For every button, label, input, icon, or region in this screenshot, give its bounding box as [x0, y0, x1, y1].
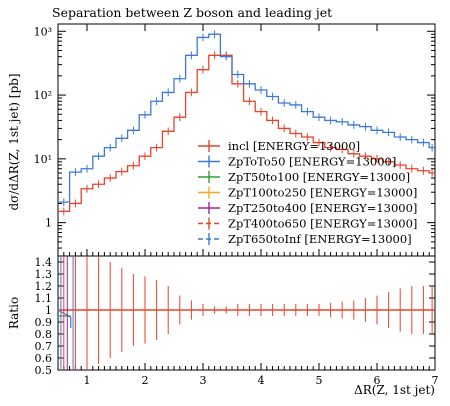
- legend-label: ZpT50to100 [ENERGY=13000]: [228, 170, 410, 184]
- x-tick-label: 2: [142, 374, 149, 387]
- legend-label: incl [ENERGY=13000]: [228, 139, 360, 153]
- legend-label: ZpToTo50 [ENERGY=13000]: [228, 155, 396, 169]
- legend-label: ZpT650toInf [ENERGY=13000]: [228, 232, 412, 246]
- ratio-ticks: 0.50.60.70.80.911.11.21.31.4: [35, 256, 435, 377]
- x-tick-label: 3: [200, 374, 207, 387]
- series-line: [58, 54, 435, 213]
- y-axis-label: dσ/dΔR(Z, 1st jet) [pb]: [7, 73, 21, 210]
- legend-label: ZpT400to650 [ENERGY=13000]: [228, 217, 417, 231]
- y-tick-label: 10²: [34, 89, 52, 102]
- chart-title: Separation between Z boson and leading j…: [52, 5, 332, 20]
- y-tick-label: 10¹: [34, 153, 52, 166]
- ratio-tick-label: 1.1: [35, 292, 53, 305]
- ratio-tick-label: 0.6: [35, 352, 53, 365]
- legend-label: ZpT250to400 [ENERGY=13000]: [228, 201, 417, 215]
- ratio-tick-label: 0.5: [35, 364, 53, 377]
- legend: incl [ENERGY=13000] ZpToTo50 [ENERGY=1300…: [198, 139, 417, 246]
- ratio-tick-label: 1: [45, 304, 52, 317]
- ratio-series-line: [57, 309, 72, 328]
- ratio-series: [57, 256, 435, 370]
- ratio-y-axis-label: Ratio: [7, 297, 21, 329]
- ratio-tick-label: 0.7: [35, 340, 53, 353]
- main-ticks: 1 10¹ 10² 10³: [34, 25, 435, 257]
- x-axis-label: ΔR(Z, 1st jet): [354, 383, 435, 397]
- ratio-tick-label: 1.2: [35, 280, 53, 293]
- x-tick-label: 7: [432, 374, 439, 387]
- x-tick-label: 1: [84, 374, 91, 387]
- legend-label: ZpT100to250 [ENERGY=13000]: [228, 186, 417, 200]
- ratio-tick-label: 1.3: [35, 268, 53, 281]
- ratio-tick-label: 0.9: [35, 316, 53, 329]
- x-tick-label: 5: [316, 374, 323, 387]
- y-tick-label: 1: [45, 217, 52, 230]
- y-tick-label: 10³: [34, 25, 52, 38]
- x-tick-label: 4: [258, 374, 265, 387]
- ratio-frame: [57, 255, 436, 371]
- main-series: [58, 30, 435, 216]
- x-ticks: 1 2 3 4 5 6 7: [63, 24, 439, 387]
- x-tick-label: 6: [374, 374, 381, 387]
- ratio-tick-label: 0.8: [35, 328, 53, 341]
- ratio-tick-label: 1.4: [35, 256, 53, 269]
